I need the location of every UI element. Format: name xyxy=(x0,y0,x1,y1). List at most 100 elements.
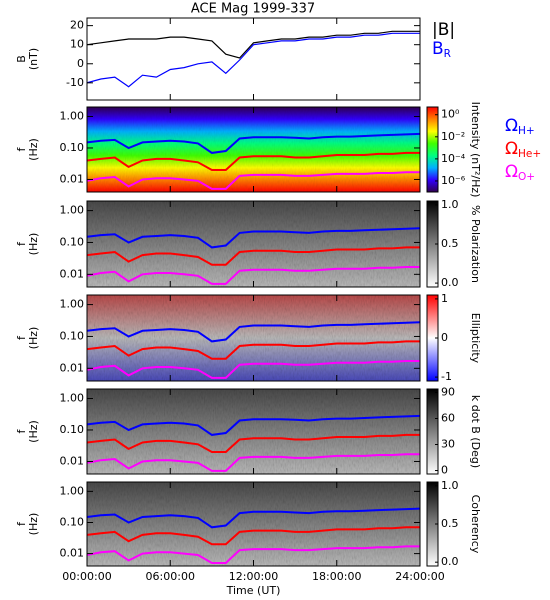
y-tick-label: 0 xyxy=(77,57,84,70)
y-axis-label: f xyxy=(15,521,28,526)
colorbar-tick-label: 10⁻⁴ xyxy=(441,152,466,165)
colorbar-label: % Polarization xyxy=(469,205,482,283)
y-axis-label: f xyxy=(15,335,28,340)
colorbar-tick-label: 0.0 xyxy=(441,555,459,568)
series-line xyxy=(87,266,420,285)
y-axis-label: (nT) xyxy=(27,48,40,70)
series-line xyxy=(87,32,420,88)
legend-label: ΩH+ xyxy=(505,116,535,137)
series-line xyxy=(87,453,420,472)
series-line xyxy=(87,171,420,190)
spectrogram-texture xyxy=(87,389,420,474)
colorbar-tick-label: 0.5 xyxy=(441,517,459,530)
y-tick-label: 1.00 xyxy=(60,204,85,217)
y-axis-label: f xyxy=(15,146,28,151)
legend-text: Ω xyxy=(505,162,518,182)
colorbar-tick-label: 0 xyxy=(441,331,448,344)
y-tick-label: 20 xyxy=(70,19,84,32)
colorbar-tick-label: 1 xyxy=(441,292,448,305)
x-tick-label: 24:00:00 xyxy=(395,570,444,583)
panel: 10⁻⁶ 10⁻⁴ 10⁻² 10⁰ Intensity (nT²/Hz) 0.01 0.1… xyxy=(15,102,482,198)
spectrogram-texture xyxy=(87,295,420,381)
legend-label: BR xyxy=(432,39,452,60)
panel: 0 30 60 90 k dot B (Deg) 0.01 0.10 1.00 f (Hz) xyxy=(15,385,482,476)
series-line xyxy=(87,433,420,453)
y-tick-label: 0.01 xyxy=(60,454,85,467)
plot-frame xyxy=(86,17,421,101)
panel: 0.0 0.5 1.0 Coherency 0.01 0.10 1.00 f (Hz) 00:00… xyxy=(15,479,482,597)
x-tick-label: 18:00:00 xyxy=(312,570,361,583)
colorbar xyxy=(426,388,439,475)
spectrogram-texture xyxy=(87,482,420,566)
legend-label: ΩO+ xyxy=(505,162,535,183)
panel: 0.0 0.5 1.0 % Polarization 0.01 0.10 1.00 f (Hz) xyxy=(15,198,482,289)
series-line xyxy=(87,526,420,546)
legend-subscript: O+ xyxy=(518,171,535,183)
y-tick-label: 0.10 xyxy=(60,141,85,154)
legend-text: |B| xyxy=(432,20,455,40)
colorbar-label: Ellipticity xyxy=(469,313,482,364)
series-line xyxy=(87,340,420,360)
y-tick-label: 0.01 xyxy=(60,267,85,280)
colorbar-tick-label: 0 xyxy=(441,464,448,477)
y-axis-label: (Hz) xyxy=(27,513,40,536)
colorbar-tick-label: 90 xyxy=(441,385,455,398)
colorbar-tick-label: 1.0 xyxy=(441,198,459,211)
colorbar-tick-label: 30 xyxy=(441,438,455,451)
y-tick-label: 1.00 xyxy=(60,109,85,122)
y-tick-label: 0.01 xyxy=(60,361,85,374)
series-line xyxy=(87,132,420,154)
spectrogram-texture xyxy=(87,107,420,192)
y-tick-label: 1.00 xyxy=(60,298,85,311)
colorbar-tick-label: -1 xyxy=(441,370,452,383)
colorbar xyxy=(426,106,439,193)
legend-subscript: He+ xyxy=(518,148,541,160)
panel: -1 0 1 Ellipticity 0.01 0.10 1.00 f (Hz) xyxy=(15,292,482,383)
y-tick-label: 0.10 xyxy=(60,423,85,436)
series-line xyxy=(87,507,420,529)
panel: -10 0 10 20 B (nT) xyxy=(15,17,421,101)
y-axis-label: f xyxy=(15,241,28,246)
series-line xyxy=(87,227,420,249)
colorbar-label: Intensity (nT²/Hz) xyxy=(469,102,482,198)
y-axis-label: (Hz) xyxy=(27,327,40,350)
y-axis-label: (Hz) xyxy=(27,138,40,161)
y-tick-label: 0.01 xyxy=(60,172,85,185)
series-line xyxy=(87,414,420,436)
colorbar-tick-label: 60 xyxy=(441,411,455,424)
x-tick-label: 00:00:00 xyxy=(62,570,111,583)
y-tick-label: 0.01 xyxy=(60,547,85,560)
legend-text: B xyxy=(432,39,444,59)
x-tick-label: 12:00:00 xyxy=(229,570,278,583)
series-line xyxy=(87,321,420,343)
x-tick-label: 06:00:00 xyxy=(146,570,195,583)
y-axis-label: B xyxy=(15,55,28,63)
series-line xyxy=(87,545,420,564)
colorbar-label: Coherency xyxy=(469,495,482,554)
y-axis-label: f xyxy=(15,428,28,433)
y-axis-label: (Hz) xyxy=(27,420,40,443)
x-axis-label: Time (UT) xyxy=(226,584,281,597)
colorbar-tick-label: 10⁻⁶ xyxy=(441,174,466,187)
colorbar-tick-label: 0.0 xyxy=(441,276,459,289)
y-tick-label: 10 xyxy=(70,38,84,51)
colorbar-tick-label: 0.5 xyxy=(441,237,459,250)
y-tick-label: -10 xyxy=(66,76,84,89)
y-tick-label: 0.10 xyxy=(60,515,85,528)
colorbar-tick-label: 10⁰ xyxy=(441,108,460,121)
series-line xyxy=(87,30,420,59)
series-line xyxy=(87,360,420,379)
chart-title: ACE Mag 1999-337 xyxy=(191,2,315,17)
series-line xyxy=(87,246,420,266)
spectrogram-texture xyxy=(87,201,420,287)
colorbar-label: k dot B (Deg) xyxy=(469,395,482,468)
y-tick-label: 1.00 xyxy=(60,391,85,404)
legend-label: |B| xyxy=(432,20,455,40)
series-line xyxy=(87,151,420,171)
colorbar-tick-label: 10⁻² xyxy=(441,130,465,143)
y-tick-label: 0.10 xyxy=(60,235,85,248)
y-axis-label: (Hz) xyxy=(27,233,40,256)
legend-text: Ω xyxy=(505,116,518,136)
colorbar-tick-label: 1.0 xyxy=(441,479,459,492)
